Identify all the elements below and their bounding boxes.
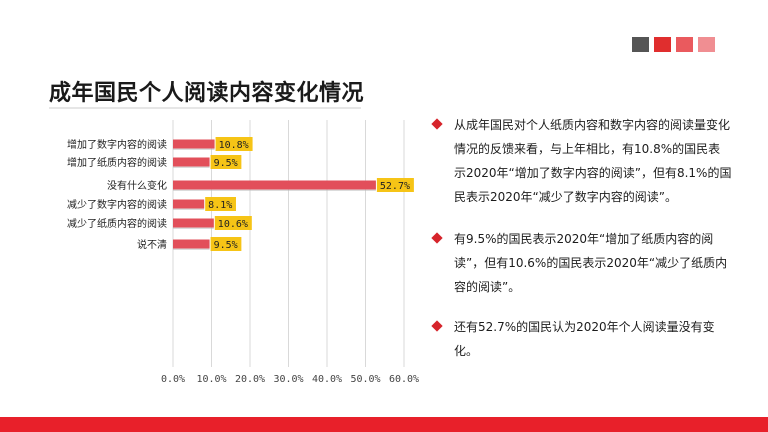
x-tick-label: 50.0%	[350, 374, 380, 385]
data-label-bg	[210, 237, 242, 251]
data-label: 52.7%	[380, 181, 410, 192]
diamond-bullet-icon	[431, 232, 443, 244]
diamond-bullet-icon	[431, 320, 443, 332]
bar-chart: 0.0% 10.0% 20.0% 30.0% 40.0% 50.0% 60.0% 增加了数字内…	[67, 120, 419, 385]
data-label-bg	[210, 155, 242, 169]
bar	[173, 157, 210, 167]
x-tick-label: 30.0%	[273, 374, 303, 385]
x-tick-label: 20.0%	[235, 374, 265, 385]
bullet-item: 从成年国民对个人纸质内容和数字内容的阅读量变化情况的反馈来看，与上年相比，有10…	[431, 113, 732, 209]
bar	[173, 199, 205, 209]
square-medium-red	[676, 37, 693, 52]
data-label: 9.5%	[214, 158, 238, 169]
bar	[173, 180, 376, 190]
category-label: 说不清	[137, 238, 167, 251]
bullet-text: 还有52.7%的国民认为2020年个人阅读量没有变化。	[454, 320, 715, 358]
page-title: 成年国民个人阅读内容变化情况	[49, 81, 365, 106]
data-label-bg	[376, 178, 414, 192]
data-label-bg	[215, 137, 253, 151]
data-label: 10.8%	[219, 140, 249, 151]
data-label: 8.1%	[208, 200, 232, 211]
bar	[173, 239, 210, 249]
bullet-item: 还有52.7%的国民认为2020年个人阅读量没有变化。	[431, 315, 732, 363]
bullet-item: 有9.5%的国民表示2020年“增加了纸质内容的阅读”，但有10.6%的国民表示…	[431, 227, 732, 299]
bullet-text: 有9.5%的国民表示2020年“增加了纸质内容的阅读”，但有10.6%的国民表示…	[454, 232, 728, 294]
decor-squares	[632, 37, 715, 52]
category-label: 减少了数字内容的阅读	[67, 198, 167, 211]
category-label: 没有什么变化	[107, 179, 167, 192]
bar	[173, 218, 214, 228]
data-label-bg	[214, 216, 252, 230]
data-label-bg	[205, 197, 236, 211]
square-light-red	[698, 37, 715, 52]
footer-bar	[0, 417, 768, 432]
x-tick-label: 0.0%	[161, 374, 185, 385]
category-label: 减少了纸质内容的阅读	[67, 217, 167, 230]
title-underline	[49, 107, 361, 109]
bar	[173, 139, 215, 149]
x-tick-label: 10.0%	[196, 374, 226, 385]
x-tick-label: 60.0%	[389, 374, 419, 385]
square-red	[654, 37, 671, 52]
category-label: 增加了数字内容的阅读	[67, 138, 167, 151]
x-tick-label: 40.0%	[312, 374, 342, 385]
category-label: 增加了纸质内容的阅读	[67, 156, 167, 169]
bullet-list: 从成年国民对个人纸质内容和数字内容的阅读量变化情况的反馈来看，与上年相比，有10…	[431, 113, 732, 363]
data-label: 9.5%	[214, 240, 238, 251]
square-dark-gray	[632, 37, 649, 52]
diamond-bullet-icon	[431, 118, 443, 130]
data-label: 10.6%	[218, 219, 248, 230]
bullet-text: 从成年国民对个人纸质内容和数字内容的阅读量变化情况的反馈来看，与上年相比，有10…	[454, 118, 732, 204]
